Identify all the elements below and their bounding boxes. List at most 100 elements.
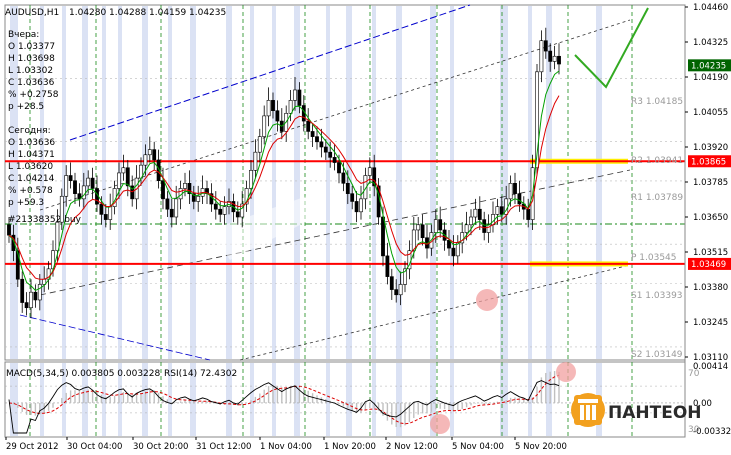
panteon-logo: ПАНТЕОН — [571, 393, 702, 427]
candle-body — [455, 242, 460, 257]
candle-body — [350, 193, 355, 202]
pivot-r2-label: R2 1.03941 — [631, 156, 683, 166]
candle-body — [169, 208, 174, 218]
candle-body — [447, 240, 451, 249]
x-tick-label: 29 Oct 2012 — [6, 442, 59, 452]
pivot-p-label: P 1.03545 — [631, 253, 677, 263]
y-tick-label: 1.03110 — [693, 353, 728, 363]
session-band — [10, 6, 18, 359]
ma-slow-line — [8, 95, 560, 280]
session-band — [396, 363, 402, 436]
x-tick-label: 2 Nov 12:00 — [386, 442, 438, 452]
candle-body — [495, 206, 500, 215]
session-band — [326, 363, 330, 436]
session-band — [346, 6, 352, 359]
candle-body — [266, 100, 271, 117]
session-band — [450, 363, 454, 436]
macd-label: MACD(5,34,5) 0.003805 0.003228 — [6, 369, 161, 379]
candle-body — [55, 221, 60, 252]
candle-body — [332, 157, 337, 163]
channel-upper-line — [69, 4, 471, 141]
header-close: 1.04235 — [189, 8, 226, 18]
candle-body — [20, 278, 25, 303]
session-band — [142, 6, 148, 359]
current-price-tag: 1.04235 — [691, 61, 726, 71]
candle-body — [99, 203, 104, 215]
candle-body — [275, 110, 280, 122]
candle-body — [372, 167, 377, 187]
candle-body — [271, 100, 275, 112]
y-tick-label: 1.03380 — [693, 283, 728, 293]
rsi-label: RSI(14) 72.4302 — [164, 369, 237, 379]
candle-body — [469, 216, 473, 226]
candle-body — [438, 219, 443, 231]
macd-tick-label: 0.00414 — [693, 362, 728, 372]
candle-body — [161, 180, 165, 200]
session-band — [168, 363, 172, 436]
yesterday-close: C 1.03636 — [8, 78, 55, 88]
candle-body — [543, 40, 548, 52]
candle-body — [64, 175, 69, 197]
candle-body — [152, 149, 157, 161]
session-band — [396, 6, 402, 359]
candle-body — [240, 203, 245, 218]
candle-body — [328, 151, 333, 158]
y-tick-label: 1.04325 — [693, 38, 728, 48]
level-price-tag-bg — [688, 257, 731, 270]
session-band — [294, 363, 300, 436]
today-percent: % +0.578 — [8, 186, 53, 196]
rsi-level-70: 70 — [688, 369, 700, 379]
candle-body — [297, 89, 302, 106]
session-band — [272, 363, 276, 436]
y-tick-label: 1.04055 — [693, 108, 728, 118]
candle-body — [548, 50, 553, 62]
candle-body — [486, 224, 491, 233]
candle-body — [389, 276, 394, 290]
candle-body — [411, 229, 416, 252]
yesterday-open: O 1.03377 — [8, 42, 55, 52]
candle-body — [310, 131, 315, 137]
session-band — [326, 6, 330, 359]
header-low: 1.04159 — [149, 8, 186, 18]
today-close: C 1.04214 — [8, 174, 55, 184]
candle-body — [354, 201, 359, 213]
candle-body — [341, 172, 346, 184]
candle-body — [257, 136, 262, 153]
fill-area — [210, 195, 310, 260]
session-band — [118, 363, 122, 436]
yesterday-title: Вчера: — [8, 30, 39, 40]
candle-body — [381, 216, 385, 257]
highlight-circle — [556, 362, 576, 382]
candle-body — [125, 167, 130, 187]
channel-lower-line — [19, 314, 211, 361]
candle-body — [451, 247, 456, 257]
yesterday-percent: % +0.2758 — [8, 90, 59, 100]
candle-body — [187, 182, 192, 194]
ma-fast-line — [8, 70, 560, 292]
candle-body — [90, 177, 95, 189]
candle-body — [147, 149, 152, 156]
candle-body — [315, 136, 319, 143]
x-tick-label: 31 Oct 12:00 — [196, 442, 251, 452]
candle-body — [288, 100, 293, 114]
session-band — [168, 6, 172, 359]
candle-body — [557, 55, 561, 65]
candle-body — [244, 188, 249, 205]
candle-body — [394, 289, 399, 296]
session-band — [450, 6, 454, 359]
session-band — [546, 6, 552, 359]
candle-body — [68, 175, 73, 182]
logo-text: ПАНТЕОН — [608, 403, 702, 423]
candle-body — [183, 182, 187, 189]
session-band — [82, 363, 88, 436]
x-tick-label: 5 Nov 20:00 — [515, 442, 567, 452]
candle-body — [15, 250, 20, 280]
current-price-tag-bg — [688, 59, 731, 72]
header-high: 1.04288 — [109, 8, 146, 18]
pivot-r3-label: R3 1.04185 — [631, 97, 683, 107]
candle-body — [156, 159, 161, 182]
candle-body — [86, 177, 91, 187]
price-axis: 1.04460 1.04325 1.04190 1.04055 1.03920 1.037… — [684, 3, 731, 437]
candle-body — [337, 162, 341, 174]
